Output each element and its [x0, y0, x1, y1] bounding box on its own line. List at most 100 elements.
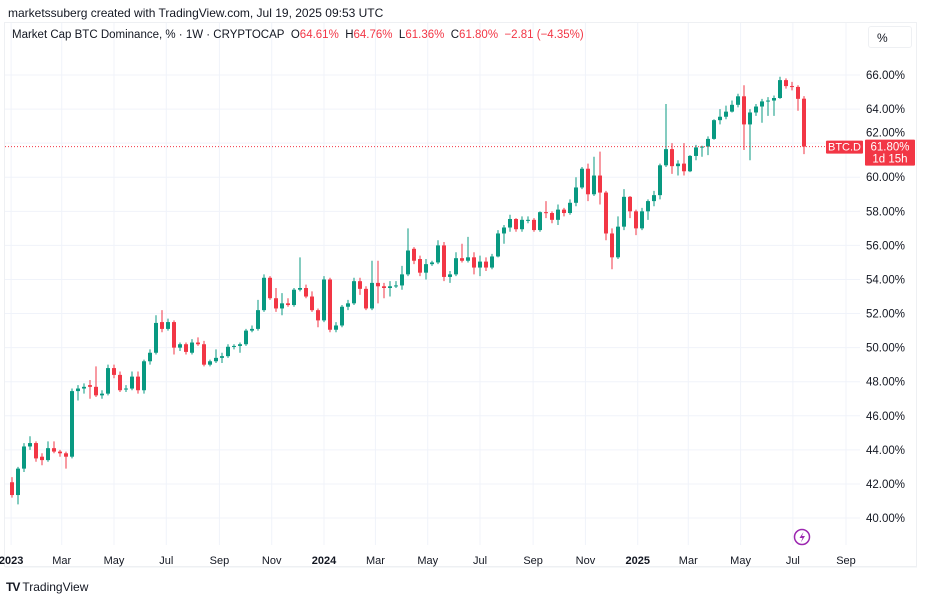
candle[interactable]	[256, 299, 260, 331]
candle[interactable]	[34, 441, 38, 462]
candle[interactable]	[76, 385, 80, 401]
candle[interactable]	[460, 243, 464, 263]
candle[interactable]	[226, 344, 230, 358]
candle[interactable]	[442, 241, 446, 282]
candle[interactable]	[358, 277, 362, 295]
candle[interactable]	[454, 252, 458, 277]
candle[interactable]	[304, 284, 308, 299]
candle[interactable]	[208, 359, 212, 367]
candle[interactable]	[748, 109, 752, 161]
candle[interactable]	[328, 277, 332, 333]
candle[interactable]	[136, 371, 140, 394]
candle[interactable]	[262, 274, 266, 312]
candle[interactable]	[376, 260, 380, 304]
candle[interactable]	[496, 230, 500, 258]
candle[interactable]	[16, 466, 20, 505]
candle[interactable]	[676, 160, 680, 176]
candle[interactable]	[802, 96, 806, 155]
candle[interactable]	[382, 282, 386, 299]
candle[interactable]	[124, 385, 128, 392]
candle[interactable]	[310, 291, 314, 312]
candle[interactable]	[772, 95, 776, 116]
candle[interactable]	[52, 441, 56, 454]
candle[interactable]	[232, 344, 236, 350]
candle[interactable]	[424, 259, 428, 280]
candle[interactable]	[70, 388, 74, 459]
candle[interactable]	[784, 78, 788, 89]
candle[interactable]	[214, 349, 218, 363]
candle[interactable]	[286, 298, 290, 307]
candle[interactable]	[586, 163, 590, 202]
candle[interactable]	[616, 216, 620, 260]
candle[interactable]	[166, 318, 170, 331]
candle[interactable]	[664, 103, 668, 168]
candle[interactable]	[544, 201, 548, 219]
candle[interactable]	[10, 477, 14, 498]
candle[interactable]	[40, 453, 44, 466]
candle[interactable]	[406, 228, 410, 277]
candle[interactable]	[466, 236, 470, 263]
candle[interactable]	[394, 281, 398, 288]
candle[interactable]	[268, 276, 272, 300]
candle[interactable]	[436, 240, 440, 265]
candle[interactable]	[106, 364, 110, 396]
candle[interactable]	[478, 255, 482, 277]
candle[interactable]	[700, 145, 704, 157]
candle[interactable]	[550, 211, 554, 224]
candle[interactable]	[112, 364, 116, 379]
candle[interactable]	[694, 144, 698, 161]
candle[interactable]	[178, 342, 182, 352]
candle[interactable]	[682, 143, 686, 176]
candle[interactable]	[292, 288, 296, 307]
candle[interactable]	[796, 85, 800, 111]
candle[interactable]	[280, 293, 284, 316]
candle[interactable]	[646, 199, 650, 220]
candle[interactable]	[400, 265, 404, 290]
candle[interactable]	[604, 190, 608, 241]
candle[interactable]	[520, 216, 524, 232]
candle[interactable]	[766, 97, 770, 116]
candle[interactable]	[622, 189, 626, 231]
candle[interactable]	[754, 103, 758, 116]
candle[interactable]	[484, 257, 488, 271]
candle[interactable]	[316, 308, 320, 328]
candle[interactable]	[526, 216, 530, 224]
candle[interactable]	[598, 151, 602, 205]
candle[interactable]	[760, 98, 764, 123]
candle[interactable]	[238, 342, 242, 353]
candle[interactable]	[472, 252, 476, 275]
candle[interactable]	[502, 224, 506, 244]
candle[interactable]	[250, 325, 254, 333]
candle[interactable]	[610, 228, 614, 270]
candle[interactable]	[94, 366, 98, 398]
candle[interactable]	[160, 310, 164, 333]
lightning-icon[interactable]	[793, 528, 811, 546]
candle[interactable]	[88, 380, 92, 399]
candle[interactable]	[790, 81, 794, 91]
candle[interactable]	[196, 337, 200, 346]
candle[interactable]	[508, 214, 512, 232]
candle[interactable]	[412, 247, 416, 265]
candle[interactable]	[742, 85, 746, 150]
candle[interactable]	[538, 211, 542, 232]
candle[interactable]	[688, 155, 692, 173]
candle[interactable]	[418, 255, 422, 277]
tradingview-logo[interactable]: TV TradingView	[6, 580, 88, 594]
candle[interactable]	[130, 371, 134, 391]
candle[interactable]	[568, 199, 572, 215]
candle[interactable]	[640, 207, 644, 231]
candle[interactable]	[634, 209, 638, 236]
candle[interactable]	[184, 342, 188, 355]
candle[interactable]	[718, 109, 722, 125]
candle[interactable]	[712, 119, 716, 140]
candle[interactable]	[58, 449, 62, 457]
candle[interactable]	[706, 136, 710, 156]
candle[interactable]	[190, 339, 194, 355]
candle[interactable]	[46, 441, 50, 462]
candle[interactable]	[574, 177, 578, 207]
candle[interactable]	[202, 340, 206, 367]
percent-scale-button[interactable]: %	[868, 26, 912, 48]
candle[interactable]	[778, 76, 782, 99]
candle[interactable]	[64, 451, 68, 469]
